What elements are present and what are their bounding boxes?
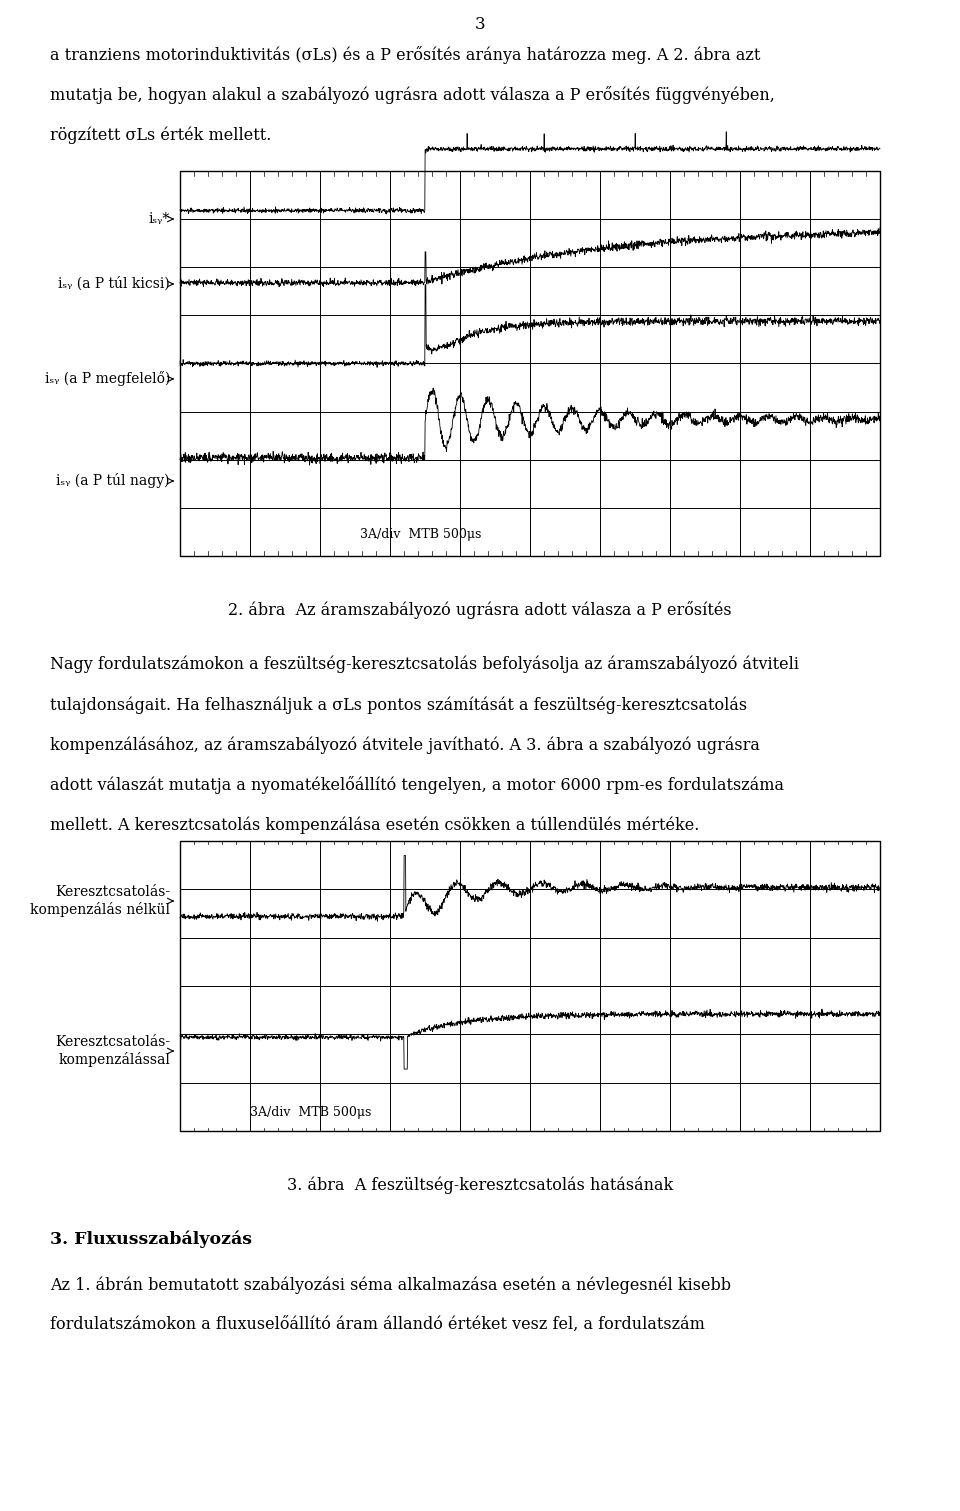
Text: iₛᵧ (a P túl kicsi): iₛᵧ (a P túl kicsi) xyxy=(59,277,170,292)
Bar xyxy=(180,842,880,1132)
Text: a tranziens motorinduktivitás (σLs) és a P erősítés aránya határozza meg. A 2. á: a tranziens motorinduktivitás (σLs) és a… xyxy=(50,45,760,63)
Text: iₛᵧ (a P túl nagy): iₛᵧ (a P túl nagy) xyxy=(57,473,170,488)
Text: Keresztcsatolás-
kompenzálás nélkül: Keresztcsatolás- kompenzálás nélkül xyxy=(30,885,170,917)
Bar xyxy=(180,171,880,556)
Text: 2. ábra  Az áramszabályozó ugrásra adott válasza a P erősítés: 2. ábra Az áramszabályozó ugrásra adott … xyxy=(228,601,732,620)
Text: 3. ábra  A feszültség-keresztcsatolás hatásának: 3. ábra A feszültség-keresztcsatolás hat… xyxy=(287,1176,673,1194)
Text: 3A/div  MTB 500μs: 3A/div MTB 500μs xyxy=(360,527,481,541)
Text: iₛᵧ (a P megfelelő): iₛᵧ (a P megfelelő) xyxy=(44,372,170,387)
Text: iₛᵧ*: iₛᵧ* xyxy=(149,212,170,227)
Text: tulajdonságait. Ha felhasználjuk a σLs pontos számítását a feszültség-keresztcsa: tulajdonságait. Ha felhasználjuk a σLs p… xyxy=(50,697,747,713)
Text: mellett. A keresztcsatolás kompenzálása esetén csökken a túllendülés mértéke.: mellett. A keresztcsatolás kompenzálása … xyxy=(50,816,700,834)
Text: Az 1. ábrán bemutatott szabályozási séma alkalmazása esetén a névlegesnél kisebb: Az 1. ábrán bemutatott szabályozási séma… xyxy=(50,1275,731,1293)
Text: mutatja be, hogyan alakul a szabályozó ugrásra adott válasza a P erősítés függvé: mutatja be, hogyan alakul a szabályozó u… xyxy=(50,86,775,104)
Text: 3: 3 xyxy=(474,17,486,33)
Text: Keresztcsatolás-
kompenzálással: Keresztcsatolás- kompenzálással xyxy=(55,1035,170,1067)
Text: 3A/div  MTB 500μs: 3A/div MTB 500μs xyxy=(250,1106,372,1120)
Text: rögzített σLs érték mellett.: rögzített σLs érték mellett. xyxy=(50,125,272,144)
Text: fordulatszámokon a fluxuselőállító áram állandó értéket vesz fel, a fordulatszám: fordulatszámokon a fluxuselőállító áram … xyxy=(50,1316,705,1333)
Text: adott válaszát mutatja a nyomatékelőállító tengelyen, a motor 6000 rpm-es fordul: adott válaszát mutatja a nyomatékelőállí… xyxy=(50,777,784,793)
Text: 3. Fluxusszabályozás: 3. Fluxusszabályozás xyxy=(50,1231,252,1248)
Text: kompenzálásához, az áramszabályozó átvitele javítható. A 3. ábra a szabályozó ug: kompenzálásához, az áramszabályozó átvit… xyxy=(50,736,760,754)
Text: Nagy fordulatszámokon a feszültség-keresztcsatolás befolyásolja az áramszabályoz: Nagy fordulatszámokon a feszültség-keres… xyxy=(50,656,799,674)
